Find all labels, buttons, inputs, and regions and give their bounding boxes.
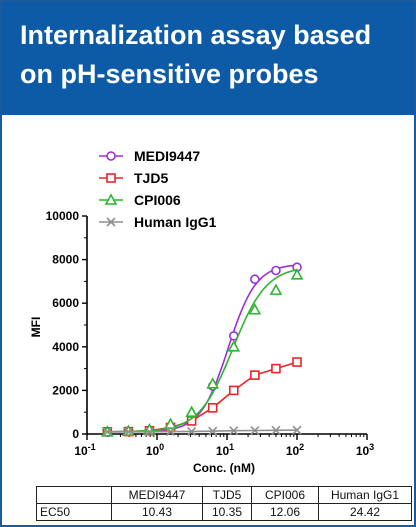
table-cell-tjd5: 10.35 [202,503,252,521]
legend-marker-tjd5 [106,173,116,183]
series-line-cpi006 [107,268,298,433]
x-tick-label: 100 [146,442,164,458]
legend-label-medi9447: MEDI9447 [134,148,200,164]
data-point-human-igg1 [187,426,197,436]
data-point-human-igg1 [123,427,133,437]
data-point-tjd5 [271,363,281,374]
data-point-cpi006 [290,268,304,280]
data-point-human-igg1 [250,425,260,436]
x-tick-label: 10-1 [74,442,95,458]
y-tick-label: 8000 [52,253,79,267]
mfi-line-chart: 0 2000 4000 6000 8000 10000 10-1 100 101 102 103 Co… [29,148,374,475]
ec50-table: MEDI9447 TJD5 CPI006 Human IgG1 EC50 10.… [36,486,412,521]
data-point-medi9447 [271,265,281,276]
table-header-row: MEDI9447 TJD5 CPI006 Human IgG1 [36,486,412,504]
title-banner: Internalization assay based on pH-sensit… [2,2,414,115]
data-point-cpi006 [248,303,262,315]
x-axis-label: Conc. (nM) [193,461,255,475]
table-row-ec50: EC50 10.43 10.35 12.06 24.42 [36,503,412,521]
data-point-human-igg1 [208,426,218,436]
data-point-cpi006 [185,405,198,418]
data-point-tjd5 [228,385,239,396]
legend-label-cpi006: CPI006 [134,192,181,208]
data-point-tjd5 [250,370,260,380]
data-point-tjd5 [292,357,302,367]
x-tick-label: 102 [286,442,304,458]
data-point-human-igg1 [229,426,239,436]
x-tick-label: 101 [216,442,234,458]
y-tick-label: 2000 [52,383,79,397]
series-line-human-igg1 [107,429,298,433]
legend-label-human-igg1: Human IgG1 [134,214,217,230]
table-cell-medi9447: 10.43 [111,503,203,521]
data-point-human-igg1 [271,425,281,435]
x-tick-label: 103 [356,442,374,458]
table-header-medi9447: MEDI9447 [111,486,203,504]
series-line-medi9447 [107,264,298,433]
table-cell-human-igg1: 24.42 [318,503,412,521]
data-point-medi9447 [250,274,260,285]
data-point-cpi006 [269,283,283,295]
y-tick-label: 4000 [52,340,79,354]
legend-marker-medi9447 [106,151,116,161]
data-point-cpi006 [122,424,135,436]
table-cell-cpi006: 12.06 [251,503,319,521]
y-tick-label: 0 [72,427,79,441]
table-header-tjd5: TJD5 [202,486,252,504]
data-point-human-igg1 [102,427,112,437]
data-point-tjd5 [207,403,218,413]
data-point-cpi006 [227,340,241,352]
data-point-cpi006 [164,417,177,429]
y-tick-label: 10000 [46,209,80,223]
banner-title: Internalization assay based on pH-sensit… [20,20,372,89]
data-point-human-igg1 [144,427,155,437]
data-point-human-igg1 [165,427,176,437]
table-header-human-igg1: Human IgG1 [318,486,412,504]
legend-marker-human-igg1 [106,217,116,227]
legend-marker-cpi006 [104,193,118,205]
legend-label-tjd5: TJD5 [134,170,168,186]
table-header-cpi006: CPI006 [251,486,319,504]
data-point-cpi006 [206,377,220,389]
y-axis-label: MFI [29,317,43,338]
data-point-human-igg1 [292,425,302,435]
table-row-label: EC50 [36,503,112,521]
y-tick-label: 6000 [52,296,79,310]
series-line-tjd5 [107,361,298,433]
table-corner-cell [36,486,112,504]
